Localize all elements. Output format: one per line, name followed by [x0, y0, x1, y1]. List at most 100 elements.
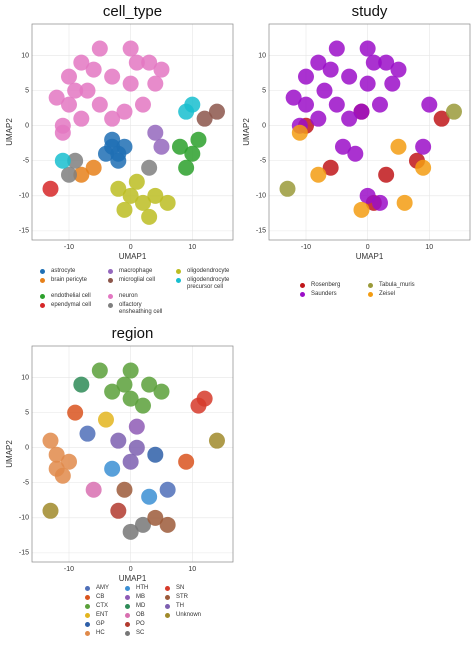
point [153, 61, 170, 78]
point [104, 383, 121, 400]
legend-label: olfactory ensheathing cell [119, 302, 163, 315]
point [328, 96, 345, 113]
y-tick-label: -10 [19, 515, 29, 522]
legend-label: Unknown [176, 612, 202, 618]
legend-swatch [125, 631, 130, 636]
point [316, 82, 333, 99]
point [190, 131, 207, 148]
y-tick-label: -5 [23, 158, 29, 165]
point [60, 453, 77, 470]
legend-item: olfactory ensheathing cell [108, 302, 166, 316]
point [91, 362, 108, 379]
legend-swatch [125, 613, 130, 618]
y-tick-label: -15 [19, 228, 29, 235]
point [359, 75, 376, 92]
point [122, 390, 139, 407]
plot-border [31, 23, 234, 241]
point [378, 166, 395, 183]
y-tick-label: 0 [262, 123, 266, 130]
legend-swatch [85, 613, 90, 618]
legend-swatch [368, 283, 373, 288]
legend-item: neuron [108, 293, 166, 300]
point [60, 68, 77, 85]
point [310, 54, 327, 71]
legend-item: Rosenberg [300, 282, 358, 289]
point [347, 145, 364, 162]
legend-label: HTH [136, 585, 149, 591]
point [79, 82, 96, 99]
point [48, 446, 65, 463]
point [141, 488, 158, 505]
y-tick-label: 5 [262, 87, 266, 94]
legend-item: SC [125, 630, 155, 637]
point [147, 509, 164, 526]
point [116, 103, 133, 120]
y-axis-label: UMAP2 [5, 440, 14, 468]
legend-swatch [108, 294, 113, 299]
legend-swatch [125, 586, 130, 591]
point [153, 138, 170, 155]
point [116, 201, 133, 218]
point [159, 481, 176, 498]
point [184, 96, 201, 113]
point [104, 68, 121, 85]
point [141, 208, 158, 225]
legend: Rosenberg Saunders Tabula_muris Zeisel [300, 282, 426, 298]
legend-swatch [40, 294, 45, 299]
points [279, 40, 462, 218]
legend-item: ENT [85, 612, 115, 619]
legend-swatch [85, 622, 90, 627]
point [384, 75, 401, 92]
x-tick-label: -10 [64, 566, 74, 573]
y-tick-label: 10 [21, 52, 29, 59]
point [128, 54, 145, 71]
legend-item: Unknown [165, 612, 201, 619]
point [122, 40, 139, 57]
legend-label: SC [136, 630, 145, 636]
legend-label: HC [96, 630, 105, 636]
point [116, 481, 133, 498]
legend-label: STR [176, 594, 188, 600]
point [184, 145, 201, 162]
point [328, 40, 345, 57]
legend-swatch [85, 604, 90, 609]
point [104, 460, 121, 477]
point [128, 173, 145, 190]
point [104, 131, 121, 148]
legend-label: oligodendrocyte precursor cell [187, 277, 230, 290]
point [73, 54, 90, 71]
legend-swatch [40, 269, 45, 274]
point [297, 96, 314, 113]
point [378, 54, 395, 71]
point [85, 481, 102, 498]
point [322, 61, 339, 78]
point [208, 103, 225, 120]
legend-label: CB [96, 594, 105, 600]
point [134, 516, 151, 533]
legend-item: oligodendrocyte precursor cell [176, 277, 234, 291]
legend-swatch [300, 283, 305, 288]
point [279, 180, 296, 197]
y-tick-label: 10 [21, 374, 29, 381]
x-tick-label: 0 [366, 244, 370, 251]
legend-item: HTH [125, 585, 155, 592]
point [122, 453, 139, 470]
point [147, 187, 164, 204]
point [67, 82, 84, 99]
y-tick-label: -15 [19, 550, 29, 557]
legend-item: HC [85, 630, 115, 637]
y-tick-label: -5 [23, 480, 29, 487]
legend-item: Saunders [300, 291, 358, 298]
x-tick-label: 10 [188, 566, 196, 573]
legend-item: AMY [85, 585, 115, 592]
x-axis-label: UMAP1 [119, 574, 147, 583]
point [91, 96, 108, 113]
legend-label: microglial cell [119, 277, 156, 283]
legend-label: Rosenberg [311, 282, 341, 288]
point [371, 194, 388, 211]
legend-label: TH [176, 603, 184, 609]
legend-label: oligodendrocyte [187, 268, 230, 274]
point [54, 124, 71, 141]
legend-swatch [85, 595, 90, 600]
y-axis-label: UMAP2 [5, 118, 14, 146]
